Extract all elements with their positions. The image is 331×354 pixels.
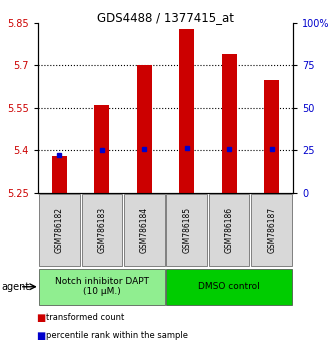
Text: percentile rank within the sample: percentile rank within the sample	[46, 331, 188, 341]
Text: ■: ■	[36, 313, 46, 322]
Bar	[264, 80, 279, 193]
Bar	[94, 105, 109, 193]
Text: DMSO control: DMSO control	[198, 282, 260, 291]
Text: GSM786182: GSM786182	[55, 207, 64, 253]
Text: ■: ■	[36, 331, 46, 341]
Text: GSM786186: GSM786186	[225, 207, 234, 253]
Text: GDS4488 / 1377415_at: GDS4488 / 1377415_at	[97, 11, 234, 24]
Text: Notch inhibitor DAPT
(10 μM.): Notch inhibitor DAPT (10 μM.)	[55, 277, 149, 296]
Text: transformed count: transformed count	[46, 313, 124, 322]
Bar	[179, 29, 194, 193]
Text: GSM786183: GSM786183	[97, 207, 106, 253]
Bar	[52, 156, 67, 193]
Text: GSM786184: GSM786184	[140, 207, 149, 253]
Text: agent: agent	[2, 282, 30, 292]
Bar	[137, 65, 152, 193]
Text: GSM786187: GSM786187	[267, 207, 276, 253]
Bar	[222, 54, 237, 193]
Text: GSM786185: GSM786185	[182, 207, 191, 253]
